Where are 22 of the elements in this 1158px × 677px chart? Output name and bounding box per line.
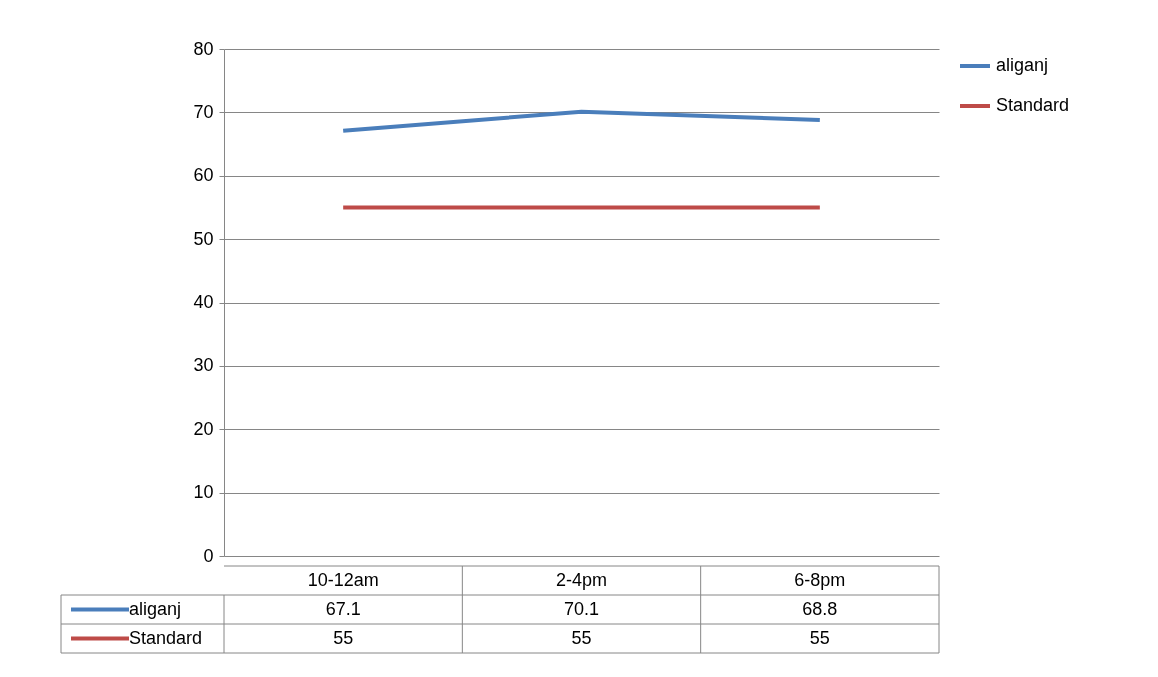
data-label: 67.1 <box>325 598 361 619</box>
y-tick-label: 60 <box>193 165 214 186</box>
x-tick-label: 10-12am <box>307 569 379 590</box>
y-tick-label: 80 <box>193 38 214 59</box>
data-label: 55 <box>571 627 592 648</box>
y-tick-label: 30 <box>193 355 214 376</box>
y-tick-label: 40 <box>193 292 214 312</box>
data-label: 55 <box>809 627 830 648</box>
legend-label: Standard <box>996 95 1070 115</box>
legend-label: aliganj <box>996 55 1049 75</box>
data-label: 55 <box>333 627 354 648</box>
y-tick-label: 20 <box>193 418 214 439</box>
y-tick-label: 70 <box>193 101 214 122</box>
y-tick-label: 50 <box>193 228 214 249</box>
x-tick-label: 6-8pm <box>794 569 846 590</box>
y-tick-label: 10 <box>193 482 214 503</box>
data-label: 70.1 <box>563 598 600 619</box>
data-label: 68.8 <box>802 598 838 619</box>
x-tick-label: 2-4pm <box>555 569 608 590</box>
text: Standard <box>129 627 203 648</box>
text: aliganj <box>129 598 182 619</box>
y-tick-label: 0 <box>203 545 214 566</box>
